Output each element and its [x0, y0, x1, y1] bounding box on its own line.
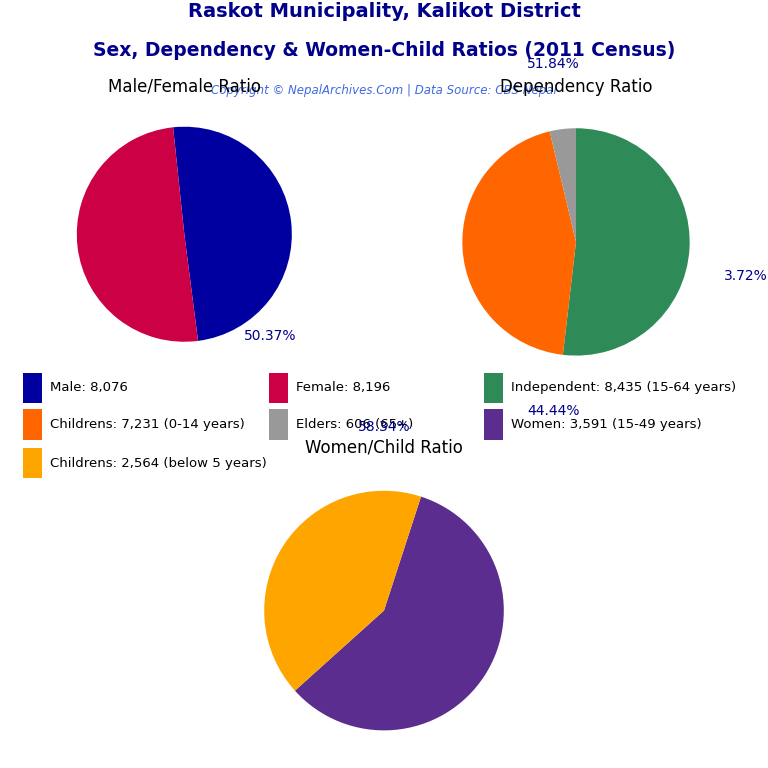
FancyBboxPatch shape — [23, 373, 42, 403]
Text: Raskot Municipality, Kalikot District: Raskot Municipality, Kalikot District — [187, 2, 581, 22]
FancyBboxPatch shape — [23, 409, 42, 439]
Text: Childrens: 7,231 (0-14 years): Childrens: 7,231 (0-14 years) — [50, 418, 245, 431]
Title: Male/Female Ratio: Male/Female Ratio — [108, 78, 261, 95]
FancyBboxPatch shape — [484, 373, 503, 403]
Text: 50.37%: 50.37% — [243, 329, 296, 343]
Text: Elders: 606 (65+): Elders: 606 (65+) — [296, 418, 413, 431]
Text: 44.44%: 44.44% — [527, 404, 580, 418]
FancyBboxPatch shape — [269, 409, 288, 439]
Wedge shape — [462, 131, 576, 355]
FancyBboxPatch shape — [23, 449, 42, 478]
Title: Women/Child Ratio: Women/Child Ratio — [305, 439, 463, 456]
Wedge shape — [295, 497, 504, 730]
Text: Female: 8,196: Female: 8,196 — [296, 382, 390, 395]
Text: Independent: 8,435 (15-64 years): Independent: 8,435 (15-64 years) — [511, 382, 736, 395]
Wedge shape — [264, 491, 421, 690]
Text: Sex, Dependency & Women-Child Ratios (2011 Census): Sex, Dependency & Women-Child Ratios (20… — [93, 41, 675, 60]
FancyBboxPatch shape — [269, 373, 288, 403]
Title: Dependency Ratio: Dependency Ratio — [500, 78, 652, 95]
Wedge shape — [173, 127, 292, 341]
Text: 3.72%: 3.72% — [723, 269, 767, 283]
Wedge shape — [550, 128, 576, 242]
Text: Women: 3,591 (15-49 years): Women: 3,591 (15-49 years) — [511, 418, 701, 431]
Text: Childrens: 2,564 (below 5 years): Childrens: 2,564 (below 5 years) — [50, 457, 266, 470]
Text: Male: 8,076: Male: 8,076 — [50, 382, 127, 395]
Text: 58.34%: 58.34% — [358, 420, 410, 434]
FancyBboxPatch shape — [484, 409, 503, 439]
Text: Copyright © NepalArchives.Com | Data Source: CBS Nepal: Copyright © NepalArchives.Com | Data Sou… — [211, 84, 557, 97]
Text: 51.84%: 51.84% — [527, 58, 580, 71]
Wedge shape — [563, 128, 690, 356]
Wedge shape — [77, 127, 198, 342]
